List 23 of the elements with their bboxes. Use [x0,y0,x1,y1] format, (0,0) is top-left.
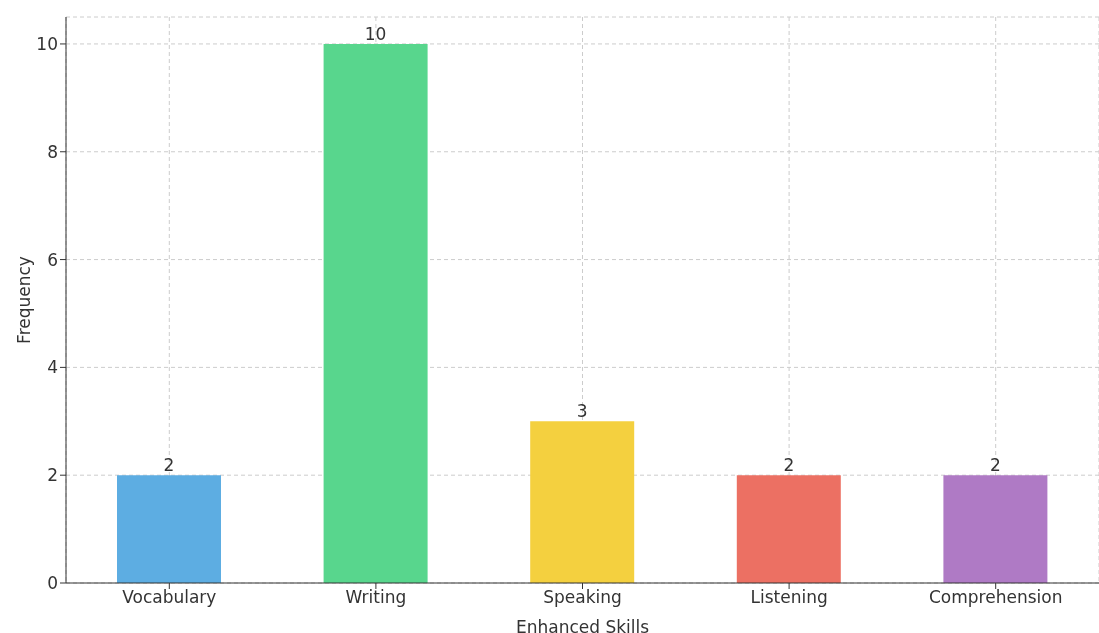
bar [530,421,635,583]
x-tick-label: Vocabulary [122,587,217,608]
y-axis-title: Frequency [14,256,35,344]
bar [736,475,841,583]
y-tick-label: 4 [47,357,58,378]
bar [117,475,221,583]
y-tick-label: 2 [47,465,58,486]
y-tick-label: 6 [47,249,58,270]
x-axis-title: Enhanced Skills [515,617,650,633]
x-tick-label: Writing [345,587,407,608]
data-label: 2 [163,455,175,476]
y-tick-label: 8 [47,141,58,162]
bar [943,475,1048,583]
y-tick-label: 0 [47,573,58,594]
data-label: 2 [989,455,1001,476]
data-label: 10 [364,23,387,44]
data-label: 2 [783,455,795,476]
y-tick-label: 10 [36,33,58,54]
bar [323,43,428,583]
x-tick-label: Speaking [543,587,622,608]
data-label: 3 [576,401,588,422]
x-tick-label: Comprehension [928,587,1063,608]
x-tick-label: Listening [750,587,828,608]
